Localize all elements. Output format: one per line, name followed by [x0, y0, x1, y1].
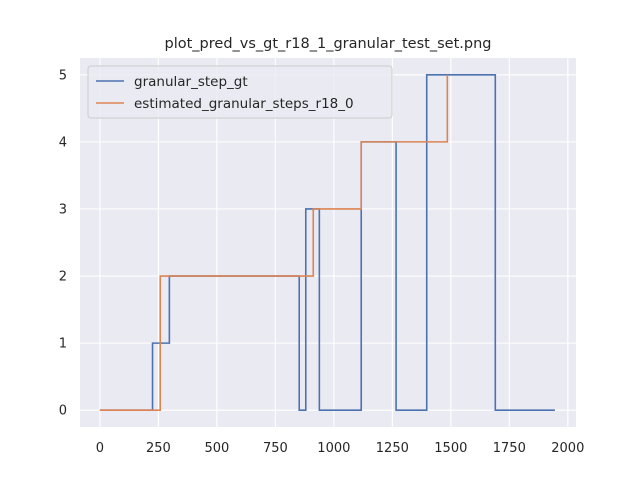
y-tick-label: 3 [59, 202, 67, 217]
y-tick-label: 1 [59, 337, 67, 352]
series-lines [99, 73, 555, 412]
x-axis: 0 250 500 750 1000 1250 1500 1750 2000 [96, 441, 585, 456]
x-tick-label: 500 [204, 441, 229, 456]
x-tick-label: 1750 [493, 441, 526, 456]
legend-label: granular_step_gt [134, 74, 248, 90]
x-tick-label: 750 [263, 441, 288, 456]
x-tick-label: 0 [96, 441, 104, 456]
legend-label: estimated_granular_steps_r18_0 [134, 96, 354, 112]
x-tick-label: 250 [146, 441, 171, 456]
y-axis: 0 1 2 3 4 5 [59, 68, 67, 418]
x-tick-label: 2000 [551, 441, 584, 456]
plot-area [80, 58, 576, 427]
legend: granular_step_gt estimated_granular_steps… [87, 65, 393, 119]
x-tick-label: 1500 [434, 441, 467, 456]
x-tick-label: 1250 [376, 441, 409, 456]
y-tick-label: 0 [59, 404, 67, 419]
y-tick-label: 4 [59, 135, 67, 150]
y-tick-label: 2 [59, 270, 67, 285]
series-line-0 [99, 73, 555, 412]
y-tick-label: 5 [59, 68, 67, 83]
chart-title: plot_pred_vs_gt_r18_1_granular_test_set.… [165, 36, 492, 52]
series-line-1 [99, 74, 449, 412]
x-tick-label: 1000 [317, 441, 350, 456]
legend-box [87, 65, 393, 119]
